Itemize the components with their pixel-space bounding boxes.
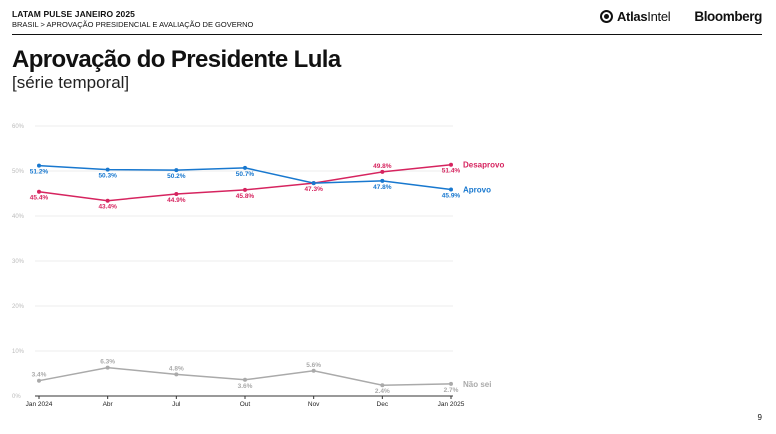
data-point [243,377,247,382]
atlasintel-logo: AtlasIntel [599,9,671,24]
y-tick-label: 10% [12,349,25,355]
data-point [380,169,385,174]
data-point [243,187,247,192]
page-number: 9 [757,413,762,422]
data-label: 45.4% [30,195,49,202]
data-point [37,378,41,383]
data-label: 4.8% [169,365,184,372]
y-tick-label: 50% [12,169,25,175]
x-tick-label: Jan 2025 [438,401,465,408]
data-label: 2.7% [444,387,459,394]
atlasintel-mark-icon [599,10,613,23]
y-tick-label: 0% [12,394,21,400]
data-label: 50.3% [98,173,117,180]
data-point [174,191,179,196]
series-name-label: Desaprovo [463,161,504,170]
series-name-label: Não sei [463,380,491,389]
data-point [105,365,110,370]
data-label: 49.8% [373,163,392,170]
data-point [37,163,41,168]
data-label: 5.6% [306,362,321,369]
series-name-label: Aprovo [463,185,491,194]
data-label: 50.7% [236,171,255,178]
y-tick-label: 60% [12,124,25,130]
data-label: 2.4% [375,388,390,395]
y-tick-label: 20% [12,304,25,310]
data-label: 45.8% [236,193,255,200]
page-subtitle: [série temporal] [12,73,130,92]
data-point [105,167,110,172]
page-title: Aprovação do Presidente Lula [12,46,341,73]
data-point [380,383,385,388]
y-tick-label: 30% [12,259,25,265]
data-point [380,178,385,183]
atlas-logo-bold: Atlas [616,9,648,24]
data-label: 45.9% [442,192,461,199]
data-point [449,187,453,192]
report-kicker: LATAM PULSE JANEIRO 2025 [12,9,135,19]
data-label: 51.2% [30,169,49,176]
data-label: 47.8% [373,184,392,191]
data-point [311,181,316,186]
data-point [37,189,41,194]
y-tick-label: 40% [12,214,25,220]
data-point [105,198,110,203]
data-label: 6.3% [100,359,115,366]
x-tick-label: Jul [172,401,181,408]
bloomberg-logo: Bloomberg [694,9,762,24]
x-tick-label: Dec [377,401,389,408]
data-label: 47.3% [304,186,323,193]
x-tick-label: Out [240,401,251,408]
data-point [243,165,247,170]
data-point [449,162,453,167]
report-header: LATAM PULSE JANEIRO 2025 BRASIL > APROVA… [12,9,253,30]
header-divider [12,34,762,35]
data-label: 44.9% [167,197,186,204]
data-label: 43.4% [98,204,117,211]
data-label: 3.4% [32,372,47,379]
breadcrumb: BRASIL > APROVAÇÃO PRESIDENCIAL E AVALIA… [12,20,254,29]
x-tick-label: Abr [103,401,114,408]
data-point [174,168,179,173]
data-label: 51.4% [442,168,461,175]
data-point [449,381,453,386]
data-point [174,372,179,377]
data-point [311,368,316,373]
logos: AtlasIntel Bloomberg [599,9,762,24]
atlas-logo-light: Intel [647,9,671,24]
data-label: 50.2% [167,173,186,180]
data-label: 3.6% [238,383,253,390]
x-tick-label: Jan 2024 [26,401,53,408]
x-tick-label: Nov [308,401,320,408]
